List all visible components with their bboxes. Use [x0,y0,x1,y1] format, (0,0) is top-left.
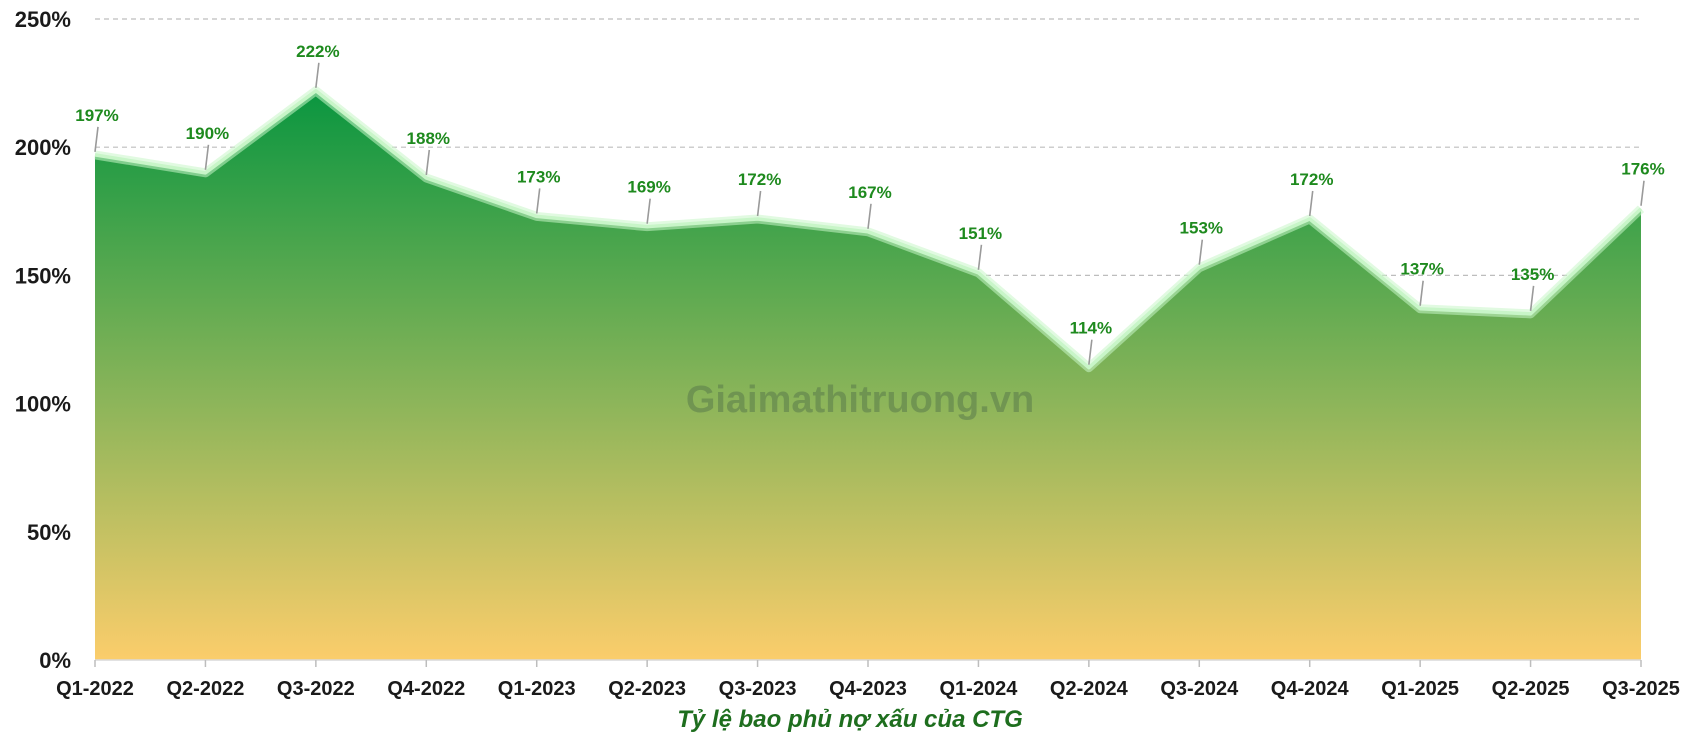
y-tick-label: 150% [15,263,71,288]
x-tick-label: Q1-2023 [498,678,576,700]
leader-line [535,188,541,214]
x-tick-label: Q2-2022 [167,678,245,700]
leader-line [1308,190,1314,217]
x-tick-label: Q2-2023 [608,678,686,700]
data-label: 172% [738,170,781,189]
leader-line [315,62,320,88]
data-label: 197% [75,106,118,125]
leader-line [204,144,210,170]
x-tick-label: Q4-2024 [1271,678,1350,700]
leader-line [977,244,983,270]
leader-line [1419,280,1424,306]
x-tick-label: Q1-2024 [940,678,1019,700]
data-label: 188% [407,129,450,148]
chart-title: Tỷ lệ bao phủ nợ xấu của CTG [677,706,1023,733]
data-label: 137% [1400,260,1443,279]
x-tick-label: Q3-2023 [719,678,797,700]
series-line [94,89,1643,370]
leader-line [1088,339,1093,365]
data-label: 151% [959,224,1002,243]
x-tick-label: Q2-2024 [1050,678,1129,700]
x-tick-label: Q1-2022 [56,678,134,700]
data-label: 222% [296,42,339,61]
x-tick-label: Q2-2025 [1492,678,1570,700]
data-label: 135% [1511,265,1554,284]
x-tick-label: Q4-2022 [387,678,465,700]
leader-line [94,126,99,152]
y-tick-label: 250% [15,7,71,32]
data-label: 153% [1180,219,1223,238]
data-label: 173% [517,167,560,186]
watermark-text: Giaimathitruong.vn [686,379,1034,421]
leader-line [867,203,872,229]
y-tick-label: 200% [15,135,71,160]
data-label: 176% [1621,160,1664,179]
x-tick-label: Q4-2023 [829,678,907,700]
leader-line [1198,239,1204,265]
axes: 0% 50% 100% 150% 200% 250% Q1-2022 Q2-2022 Q3-20… [15,7,1680,700]
data-label: 190% [186,124,229,143]
data-label: 169% [627,178,670,197]
area-fill [95,90,1641,661]
x-tick-label: Q3-2025 [1602,678,1680,700]
x-tick-label: Q3-2024 [1160,678,1239,700]
leader-line [1529,285,1535,311]
data-labels: 197% 190% 222% 188% 173% 169% 172% 167% 151% 114%… [75,42,1665,365]
leader-line [756,190,762,217]
leader-line [425,149,431,176]
y-tick-label: 50% [27,520,71,545]
data-label: 114% [1070,319,1113,338]
leader-line [646,198,651,224]
x-tick-label: Q1-2025 [1381,678,1459,700]
x-tick-label: Q3-2022 [277,678,355,700]
y-tick-label: 100% [15,392,71,417]
area-series [94,86,1645,661]
leader-line [1640,180,1645,206]
y-tick-label: 0% [39,648,71,673]
data-label: 172% [1290,170,1333,189]
data-label: 167% [848,183,891,202]
